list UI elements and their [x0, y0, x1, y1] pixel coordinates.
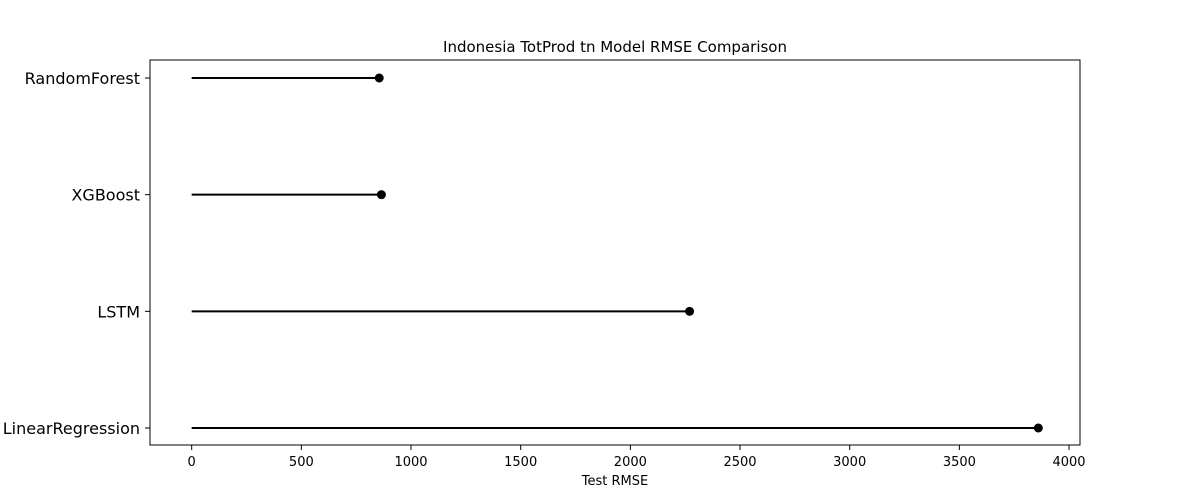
y-tick-label: LinearRegression — [3, 419, 140, 438]
x-axis-ticks: 0 500 1000 1500 2000 2500 3000 3500 4000 — [188, 445, 1086, 470]
chart-marks — [191, 73, 1043, 433]
x-tick-label: 500 — [289, 455, 314, 470]
point-randomforest — [374, 73, 384, 83]
x-axis-label: Test RMSE — [581, 474, 648, 489]
y-tick-label: XGBoost — [71, 186, 140, 205]
x-tick-label: 0 — [188, 455, 196, 470]
chart-title: Indonesia TotProd tn Model RMSE Comparis… — [443, 38, 787, 56]
y-tick-label: LSTM — [97, 302, 140, 321]
point-lstm — [685, 306, 695, 316]
x-tick-label: 4000 — [1052, 455, 1085, 470]
point-linearregression — [1033, 423, 1043, 433]
y-tick-label: RandomForest — [25, 69, 140, 88]
plot-frame — [149, 59, 1081, 446]
x-tick-label: 3000 — [833, 455, 866, 470]
point-xgboost — [376, 190, 386, 200]
x-tick-label: 1000 — [394, 455, 427, 470]
x-tick-label: 1500 — [504, 455, 537, 470]
x-tick-label: 2000 — [614, 455, 647, 470]
x-tick-label: 3500 — [943, 455, 976, 470]
x-tick-label: 2500 — [723, 455, 756, 470]
y-axis-ticks: RandomForest XGBoost LSTM LinearRegression — [3, 69, 150, 438]
